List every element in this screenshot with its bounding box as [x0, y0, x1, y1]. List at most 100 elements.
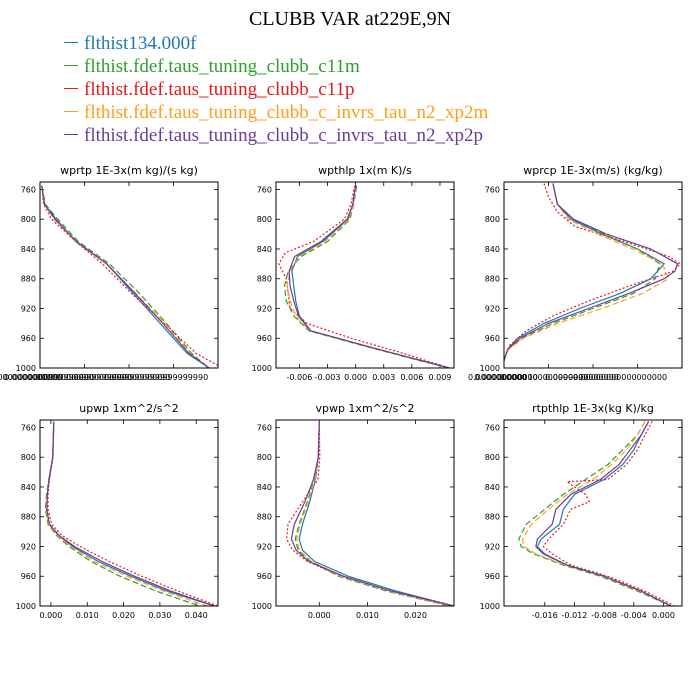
y-tick-label: 800 [257, 453, 272, 462]
series-line [45, 421, 215, 606]
y-tick-label: 960 [21, 572, 36, 581]
x-tick-label: -0.006 [287, 373, 313, 382]
legend-swatch [64, 65, 78, 67]
legend-label: flthist.fdef.taus_tuning_clubb_c_invrs_t… [84, 102, 489, 123]
legend-item: flthist134.000f [64, 32, 488, 55]
y-tick-label: 760 [257, 423, 272, 432]
y-tick-label: 1000 [252, 364, 272, 373]
series-line [296, 421, 450, 606]
legend: flthist134.000f flthist.fdef.taus_tuning… [64, 32, 488, 147]
series-line [504, 183, 679, 361]
subplot: wprcp 1E-3x(m/s) (kg/kg) 760 800 840 880 920 9… [468, 164, 683, 382]
x-tick-label: 0.0000000000000 [545, 373, 619, 382]
subplot-title: wpthlp 1x(m K)/s [318, 164, 412, 177]
plot-frame [275, 181, 455, 369]
series-line [47, 421, 218, 606]
x-tick-label: -0.012 [562, 611, 588, 620]
series-line [288, 185, 450, 368]
x-tick-label: 0.030 [148, 611, 171, 620]
y-tick-label: 960 [257, 334, 272, 343]
series-line [291, 185, 450, 368]
series-line [286, 185, 450, 368]
x-tick-label: 0.003 [372, 373, 395, 382]
y-tick-label: 960 [485, 572, 500, 581]
y-tick-label: 840 [21, 245, 36, 254]
subplot: rtpthlp 1E-3x(kg K)/kg 760 800 840 880 920 960… [480, 402, 683, 620]
subplot-title: vpwp 1xm^2/s^2 [315, 402, 414, 415]
y-tick-label: 1000 [16, 602, 36, 611]
legend-item: flthist.fdef.taus_tuning_clubb_c11p [64, 78, 488, 101]
y-tick-label: 1000 [252, 602, 272, 611]
x-tick-label: 0.000 [652, 611, 675, 620]
x-tick-label: 0.0000000000999999990 [104, 373, 208, 382]
series-line [504, 183, 670, 361]
x-tick-label: 0.00000000000000000 [573, 373, 667, 382]
legend-label: flthist.fdef.taus_tuning_clubb_c11p [84, 79, 355, 100]
y-tick-label: 800 [21, 453, 36, 462]
y-tick-label: 960 [485, 334, 500, 343]
y-tick-label: 800 [485, 453, 500, 462]
x-tick-label: 0.000 [344, 373, 367, 382]
x-tick-label: -0.003 [315, 373, 341, 382]
y-tick-label: 840 [485, 483, 500, 492]
subplot-title: wprcp 1E-3x(m/s) (kg/kg) [523, 164, 662, 177]
x-tick-label: 0.020 [404, 611, 427, 620]
y-tick-label: 920 [485, 304, 500, 313]
y-tick-label: 960 [257, 572, 272, 581]
series-line [290, 421, 454, 606]
legend-swatch [64, 88, 78, 90]
y-tick-label: 1000 [16, 364, 36, 373]
figure-title: CLUBB VAR at229E,9N [248, 8, 452, 30]
y-tick-label: 760 [257, 185, 272, 194]
x-tick-label: 0.0000000000999999990 [66, 373, 170, 382]
subplot-title: upwp 1xm^2/s^2 [79, 402, 179, 415]
y-tick-label: 880 [485, 275, 500, 284]
y-tick-label: 800 [485, 215, 500, 224]
series-line [504, 183, 661, 361]
y-tick-label: 920 [257, 542, 272, 551]
legend-swatch [64, 42, 78, 44]
y-tick-label: 920 [21, 542, 36, 551]
y-tick-label: 840 [257, 483, 272, 492]
y-tick-label: 800 [257, 215, 272, 224]
y-tick-label: 920 [21, 304, 36, 313]
series-line [535, 421, 672, 606]
subplot: wpthlp 1x(m K)/s 760 800 840 880 920 960 1000 -0… [252, 164, 455, 382]
x-tick-label: 0.010 [356, 611, 379, 620]
subplot-title: wprtp 1E-3x(m kg)/(s kg) [60, 164, 198, 177]
y-tick-label: 920 [485, 542, 500, 551]
x-tick-label: 0.0000000000 [4, 373, 63, 382]
y-tick-label: 760 [21, 423, 36, 432]
series-line [41, 185, 210, 368]
subplot: vpwp 1xm^2/s^2 760 800 840 880 920 960 1000 0.00… [252, 402, 455, 620]
subplot-title: rtpthlp 1E-3x(kg K)/kg [532, 402, 654, 415]
legend-swatch [64, 111, 78, 113]
y-tick-label: 1000 [480, 602, 500, 611]
legend-label: flthist134.000f [84, 33, 197, 54]
subplot: upwp 1xm^2/s^2 760 800 840 880 920 960 10000.00… [16, 402, 219, 620]
y-tick-label: 840 [21, 483, 36, 492]
x-tick-label: 0.0000000000999999 [499, 373, 588, 382]
plot-frame [39, 419, 219, 607]
legend-label: flthist.fdef.taus_tuning_clubb_c11m [84, 56, 360, 77]
y-tick-label: 880 [257, 275, 272, 284]
legend-label: flthist.fdef.taus_tuning_clubb_c_invrs_t… [84, 125, 483, 146]
x-tick-label: 0.00000000010 [474, 373, 538, 382]
y-tick-label: 840 [485, 245, 500, 254]
series-line [521, 421, 672, 606]
x-tick-label: 0.010 [76, 611, 99, 620]
series-line [298, 421, 454, 606]
series-line [542, 421, 675, 606]
x-tick-label: -0.016 [532, 611, 558, 620]
series-line [46, 421, 215, 606]
y-tick-label: 800 [21, 215, 36, 224]
legend-swatch [64, 134, 78, 136]
y-tick-label: 960 [21, 334, 36, 343]
y-tick-label: 760 [485, 423, 500, 432]
plot-frame [39, 181, 219, 369]
y-tick-label: 880 [21, 513, 36, 522]
y-tick-label: 920 [257, 304, 272, 313]
series-line [518, 421, 672, 606]
